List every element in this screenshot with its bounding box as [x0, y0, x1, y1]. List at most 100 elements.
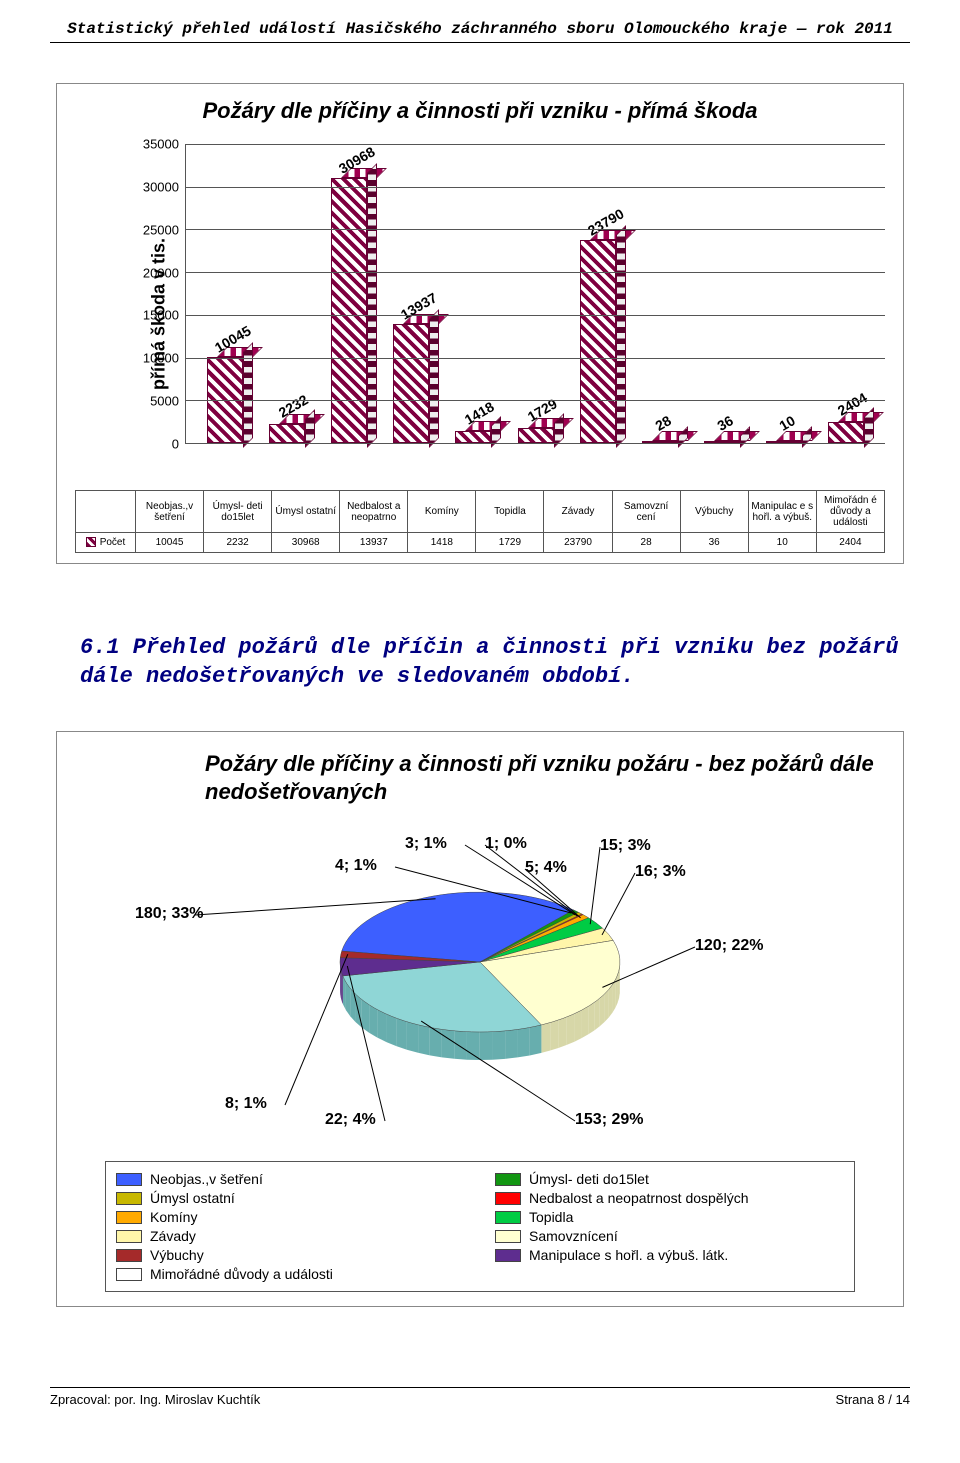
legend-item: Úmysl ostatní: [116, 1190, 465, 1206]
legend-label: Výbuchy: [150, 1247, 204, 1263]
y-tick: 35000: [143, 137, 179, 152]
y-axis: 05000100001500020000250003000035000: [135, 144, 185, 444]
bar: 10: [753, 144, 815, 443]
pie-chart-area: 180; 33%4; 1%3; 1%1; 0%5; 4%15; 3%16; 3%…: [75, 815, 885, 1155]
doc-header: Statistický přehled událostí Hasičského …: [50, 20, 910, 43]
legend-label: Závady: [150, 1228, 196, 1244]
category-cell: Závady: [544, 491, 612, 533]
section-heading: 6.1 Přehled požárů dle příčin a činnosti…: [80, 634, 900, 691]
bar-plot: 1004522323096813937141817292379028361024…: [185, 144, 885, 444]
bar: 30968: [318, 144, 380, 443]
page-footer: Zpracoval: por. Ing. Miroslav Kuchtík St…: [50, 1387, 910, 1407]
value-cell: 2232: [204, 533, 272, 553]
legend-swatch: [116, 1268, 142, 1281]
category-cell: Úmysl ostatní: [272, 491, 340, 533]
legend-label: Samovznícení: [529, 1228, 618, 1244]
y-tick: 5000: [150, 394, 179, 409]
legend-label: Mimořádné důvody a události: [150, 1266, 333, 1282]
pie-slice-label: 16; 3%: [635, 863, 686, 881]
legend-label: Manipulace s hořl. a výbuš. látk.: [529, 1247, 728, 1263]
legend-swatch: [116, 1173, 142, 1186]
legend-item: Nedbalost a neopatrnost dospělých: [495, 1190, 844, 1206]
legend-item: Výbuchy: [116, 1247, 465, 1263]
bar: 28: [629, 144, 691, 443]
legend-item: Topidla: [495, 1209, 844, 1225]
legend-item: Manipulace s hořl. a výbuš. látk.: [495, 1247, 844, 1263]
bar-chart-area: přímá škoda v tis. 050001000015000200002…: [135, 144, 885, 484]
footer-page: Strana 8 / 14: [836, 1392, 910, 1407]
legend-label: Topidla: [529, 1209, 573, 1225]
legend-swatch: [116, 1192, 142, 1205]
category-cell: Úmysl- deti do15let: [204, 491, 272, 533]
pie-slice-label: 120; 22%: [695, 937, 764, 955]
value-cell: 13937: [340, 533, 408, 553]
bar: 10045: [194, 144, 256, 443]
pie-slice-label: 22; 4%: [325, 1111, 376, 1129]
value-cell: 10: [748, 533, 816, 553]
category-cell: Výbuchy: [680, 491, 748, 533]
legend-swatch: [495, 1173, 521, 1186]
legend-label: Komíny: [150, 1209, 197, 1225]
y-tick: 15000: [143, 308, 179, 323]
legend-item: Neobjas.,v šetření: [116, 1171, 465, 1187]
bar: 1418: [442, 144, 504, 443]
page: Statistický přehled událostí Hasičského …: [0, 0, 960, 1437]
y-tick: 0: [172, 437, 179, 452]
pie-slice-label: 8; 1%: [225, 1095, 267, 1113]
value-cell: 1729: [476, 533, 544, 553]
legend-item: Úmysl- deti do15let: [495, 1171, 844, 1187]
legend-label: Nedbalost a neopatrnost dospělých: [529, 1190, 748, 1206]
bars-container: 1004522323096813937141817292379028361024…: [186, 144, 885, 443]
y-tick: 25000: [143, 222, 179, 237]
legend-item: Komíny: [116, 1209, 465, 1225]
bar-chart-title: Požáry dle příčiny a činnosti při vzniku…: [75, 98, 885, 124]
bar: 1729: [504, 144, 566, 443]
category-cell: Topidla: [476, 491, 544, 533]
value-cell: 10045: [136, 533, 204, 553]
bar: 2404: [815, 144, 877, 443]
legend-swatch: [495, 1211, 521, 1224]
pie-chart-frame: Požáry dle příčiny a činnosti při vzniku…: [56, 731, 904, 1307]
legend-swatch: [116, 1230, 142, 1243]
category-cell: Neobjas.,v šetření: [136, 491, 204, 533]
legend-label: Úmysl- deti do15let: [529, 1171, 649, 1187]
legend-swatch: [116, 1249, 142, 1262]
pie-slice-label: 180; 33%: [135, 905, 204, 923]
pie-slice-label: 153; 29%: [575, 1111, 644, 1129]
category-cell: Nedbalost a neopatrno: [340, 491, 408, 533]
pie-svg: [310, 872, 650, 1072]
pie-slice-label: 4; 1%: [335, 857, 377, 875]
pie-chart-title: Požáry dle příčiny a činnosti při vzniku…: [205, 750, 885, 805]
pie-slice-label: 5; 4%: [525, 859, 567, 877]
footer-author: Zpracoval: por. Ing. Miroslav Kuchtík: [50, 1392, 260, 1407]
legend-col-left: Neobjas.,v šetření Úmysl ostatní Komíny Záv…: [116, 1168, 465, 1285]
legend-swatch: [495, 1249, 521, 1262]
legend-swatch: [495, 1192, 521, 1205]
bar-chart-frame: Požáry dle příčiny a činnosti při vzniku…: [56, 83, 904, 564]
y-tick: 30000: [143, 179, 179, 194]
legend-item: Mimořádné důvody a události: [116, 1266, 465, 1282]
legend-col-right: Úmysl- deti do15let Nedbalost a neopatrno…: [495, 1168, 844, 1285]
legend-swatch: [116, 1211, 142, 1224]
pie-slice-label: 3; 1%: [405, 835, 447, 853]
category-cell: Komíny: [408, 491, 476, 533]
legend-item: Závady: [116, 1228, 465, 1244]
bar: 2232: [256, 144, 318, 443]
pie-legend: Neobjas.,v šetření Úmysl ostatní Komíny Záv…: [105, 1161, 855, 1292]
bar: 13937: [380, 144, 442, 443]
category-cell: Samovzní cení: [612, 491, 680, 533]
y-tick: 10000: [143, 351, 179, 366]
value-cell: 1418: [408, 533, 476, 553]
bar: 23790: [567, 144, 629, 443]
bar: 36: [691, 144, 753, 443]
row-label: Počet: [76, 533, 136, 553]
bar-data-table: Neobjas.,v šetřeníÚmysl- deti do15letÚmy…: [75, 490, 885, 553]
value-cell: 28: [612, 533, 680, 553]
legend-item: Samovznícení: [495, 1228, 844, 1244]
legend-label: Neobjas.,v šetření: [150, 1171, 263, 1187]
y-tick: 20000: [143, 265, 179, 280]
value-cell: 30968: [272, 533, 340, 553]
value-cell: 2404: [816, 533, 884, 553]
pie-slice-label: 1; 0%: [485, 835, 527, 853]
value-cell: 23790: [544, 533, 612, 553]
